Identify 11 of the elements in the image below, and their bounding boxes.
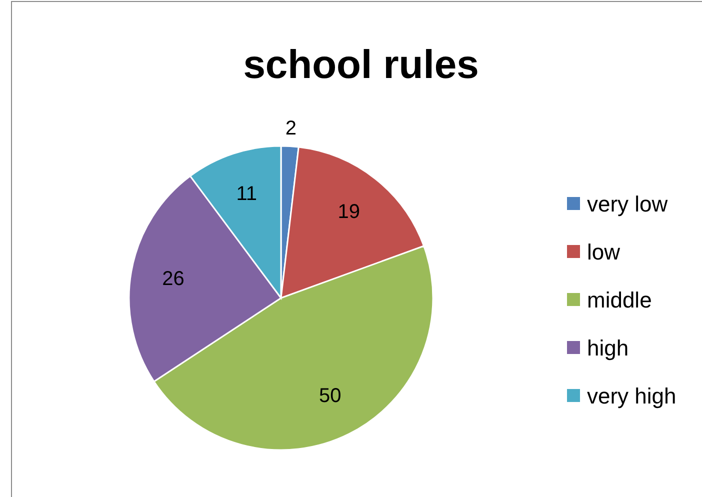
data-label: 50 xyxy=(318,384,342,407)
legend-label: low xyxy=(587,240,620,264)
data-label: 11 xyxy=(236,183,257,206)
legend-label: middle xyxy=(587,288,652,312)
legend-label: very low xyxy=(587,192,668,216)
legend-label: high xyxy=(587,336,629,360)
legend-label: very high xyxy=(587,384,676,408)
data-label: 19 xyxy=(338,201,360,224)
data-label: 26 xyxy=(162,268,184,290)
data-label: 2 xyxy=(285,117,296,140)
chart-title: school rules xyxy=(243,43,479,87)
